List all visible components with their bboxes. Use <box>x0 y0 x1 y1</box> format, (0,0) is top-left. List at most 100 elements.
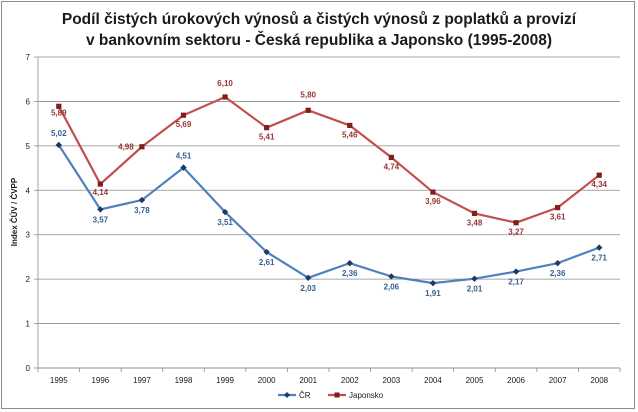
data-point <box>264 125 270 131</box>
y-tick-label: 3 <box>26 231 31 240</box>
data-point <box>347 122 353 129</box>
series-group: 5,02 3,57 3,78 4,51 3,51 2,61 2,03 2,36 2,06 1,91… <box>51 79 608 298</box>
x-tick-label: 2007 <box>549 376 567 385</box>
y-tick-label: 2 <box>26 275 31 284</box>
data-point <box>429 279 437 287</box>
data-point <box>388 154 394 161</box>
x-tick-label: 2000 <box>258 376 276 385</box>
x-tick-label: 2003 <box>382 376 400 385</box>
data-point <box>180 112 187 118</box>
chart-subtitle: v bankovním sektoru - Česká republika a … <box>86 31 552 49</box>
x-tick-label: 2004 <box>424 376 442 385</box>
data-label: 4,98 <box>118 143 134 152</box>
data-label: 5,41 <box>259 133 275 142</box>
data-point <box>139 144 145 150</box>
data-label: 5,80 <box>300 90 316 99</box>
y-tick-label: 5 <box>26 142 31 151</box>
gridlines <box>38 56 620 369</box>
legend-marker <box>334 392 340 398</box>
data-label: 5,02 <box>51 129 67 138</box>
data-label: 5,46 <box>342 130 358 139</box>
chart-title: Podíl čistých úrokových výnosů a čistých… <box>62 11 577 28</box>
y-tick-label: 4 <box>26 186 31 195</box>
series-line <box>57 95 600 224</box>
data-labels-japonsko: 5,89 4,14 4,98 5,69 6,10 5,41 5,80 5,46 4,74 3,96… <box>51 79 608 237</box>
x-tick-label: 1998 <box>175 376 193 385</box>
data-label: 3,78 <box>134 206 150 215</box>
data-point <box>596 244 603 251</box>
data-label: 4,74 <box>384 162 400 171</box>
data-label: 4,34 <box>591 180 607 189</box>
x-tick-label: 1996 <box>91 376 109 385</box>
data-label: 3,96 <box>425 197 441 206</box>
x-tick-label: 1995 <box>50 376 68 385</box>
legend: ČR Japonsko <box>278 391 384 400</box>
x-tick-label: 2005 <box>466 376 484 385</box>
data-point <box>97 206 104 213</box>
x-tick-label: 2001 <box>299 376 317 385</box>
series-cr <box>55 141 603 287</box>
data-point <box>56 103 62 109</box>
y-tick-labels: 0 1 2 3 4 5 6 7 <box>26 53 31 373</box>
series-line <box>57 144 600 285</box>
x-tick-label: 2006 <box>507 376 525 385</box>
axes <box>34 56 621 372</box>
data-label: 2,61 <box>259 258 275 267</box>
data-point <box>305 274 312 282</box>
data-label: 5,89 <box>51 108 67 117</box>
data-point <box>180 164 187 171</box>
data-point <box>263 248 270 256</box>
x-tick-label: 2002 <box>341 376 359 385</box>
data-point <box>430 189 436 195</box>
legend-label: ČR <box>299 391 311 400</box>
legend-label: Japonsko <box>349 391 384 400</box>
data-label: 2,36 <box>550 269 566 278</box>
data-point <box>471 210 478 216</box>
data-point <box>346 259 353 267</box>
y-tick-label: 1 <box>26 320 31 329</box>
data-point <box>513 220 519 226</box>
data-label: 2,71 <box>591 254 607 263</box>
data-label: 5,69 <box>176 120 192 129</box>
data-point <box>55 141 62 149</box>
data-point <box>555 205 561 211</box>
data-label: 2,36 <box>342 269 358 278</box>
data-label: 2,06 <box>384 282 400 291</box>
y-tick-label: 6 <box>26 97 31 106</box>
data-label: 4,14 <box>93 188 109 197</box>
y-axis-label: Index ČÚV / ČVPP <box>10 177 19 246</box>
y-tick-label: 7 <box>26 53 31 62</box>
data-point <box>305 107 311 113</box>
data-label: 3,48 <box>467 218 483 227</box>
data-label: 3,57 <box>93 215 109 224</box>
legend-item-japonsko: Japonsko <box>328 391 384 400</box>
data-label: 2,03 <box>300 284 316 293</box>
x-tick-labels: 1995 1996 1997 1998 1999 2000 2001 2002 2003 2004… <box>50 376 609 385</box>
data-point <box>554 259 561 267</box>
data-point <box>222 94 228 100</box>
data-labels-cr: 5,02 3,57 3,78 4,51 3,51 2,61 2,03 2,36 2,06 1,91… <box>51 129 608 298</box>
data-point <box>221 208 229 216</box>
data-label: 1,91 <box>425 289 441 298</box>
data-label: 3,27 <box>508 228 524 237</box>
legend-marker <box>284 392 290 398</box>
series-japonsko <box>56 94 602 226</box>
y-tick-label: 0 <box>26 364 31 373</box>
data-label: 3,51 <box>217 218 233 227</box>
data-label: 2,17 <box>508 278 524 287</box>
legend-item-cr: ČR <box>278 391 311 400</box>
data-point <box>97 181 103 187</box>
data-label: 4,51 <box>176 152 192 161</box>
data-point <box>596 172 602 178</box>
x-tick-label: 1999 <box>216 376 234 385</box>
data-point <box>388 273 395 280</box>
data-label: 6,10 <box>217 79 233 88</box>
data-label: 2,01 <box>467 285 483 294</box>
data-label: 3,61 <box>550 213 566 222</box>
data-point <box>138 196 146 204</box>
x-tick-label: 1997 <box>133 376 151 385</box>
x-tick-label: 2008 <box>590 376 608 385</box>
data-point <box>512 268 520 275</box>
